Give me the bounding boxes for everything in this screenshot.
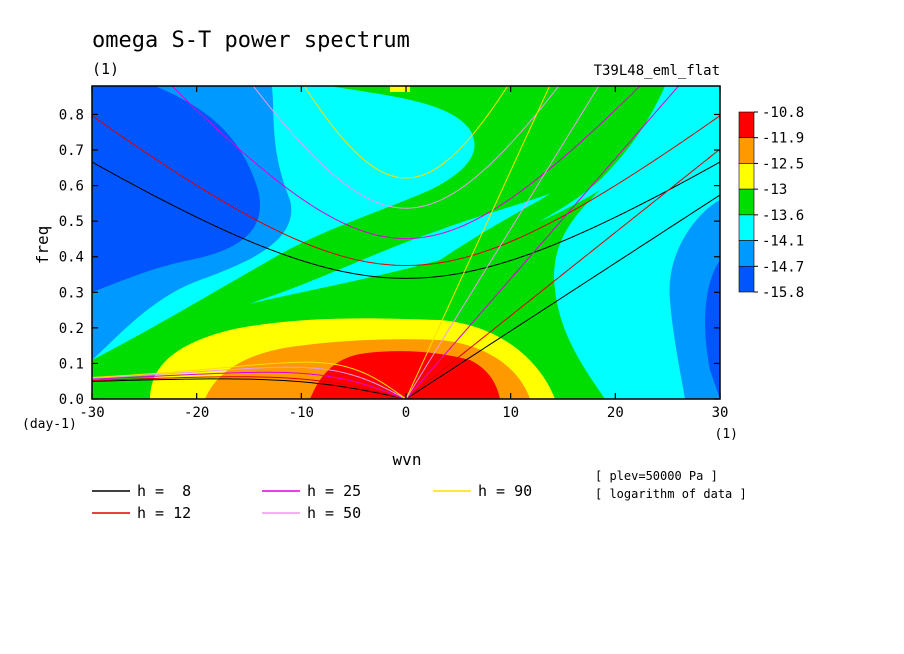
y-axis: 0.0 0.1 0.2 0.3 0.4 0.5 0.6 0.7 0.8 [59, 107, 720, 408]
y-tick-label: 0.1 [59, 356, 84, 372]
y-tick-label: 0.2 [59, 321, 84, 337]
colorbar-label: -14.1 [762, 234, 804, 250]
legend-label: h = 25 [307, 482, 361, 500]
x-unit-label: (1) [715, 427, 738, 442]
x-tick-label: 10 [502, 405, 519, 421]
x-tick-label: -30 [79, 405, 104, 421]
y-axis-label: freq [33, 226, 52, 265]
band-15-8-right [705, 260, 720, 399]
kelvin-curve [405, 86, 600, 399]
colorbar-swatch [738, 214, 755, 241]
colorbar-swatch [738, 265, 755, 293]
colorbar-swatch [738, 163, 755, 190]
band-13-6-ext [440, 86, 665, 260]
colorbar-label: -10.8 [762, 105, 804, 121]
colorbar-label: -14.7 [762, 259, 804, 275]
x-tick-label: -20 [184, 405, 209, 421]
colorbar-label: -13 [762, 182, 787, 198]
band-15-8-left [92, 86, 261, 292]
x-tick-label: 0 [402, 405, 410, 421]
colorbar-swatch [738, 188, 755, 216]
rossby-curve [92, 371, 407, 399]
x-tick-label: -10 [289, 405, 314, 421]
gravity-curve [92, 161, 720, 279]
y-unit-label: (day-1) [22, 417, 77, 432]
y-tick-label: 0.3 [59, 285, 84, 301]
y-tick-label: 0.0 [59, 392, 84, 408]
rossby-curve [92, 366, 407, 399]
colorbar: -10.8 -11.9 -12.5 -13 -13.6 -14.1 -14.7 -15.8 [738, 105, 804, 301]
legend-label: h = 90 [478, 482, 532, 500]
colorbar-swatch [738, 240, 755, 267]
y-tick-label: 0.4 [59, 250, 84, 266]
rossby-curve [92, 378, 407, 399]
kelvin-curve [405, 86, 551, 399]
colorbar-swatch [738, 137, 755, 164]
y-tick-label: 0.8 [59, 107, 84, 123]
gravity-curve [171, 86, 641, 240]
chart-title: omega S-T power spectrum [92, 28, 410, 53]
annotation-plev: [ plev=50000 Pa ] [595, 469, 718, 483]
gravity-curve [92, 115, 720, 266]
contour-field [92, 86, 720, 399]
rossby-curve [92, 376, 407, 399]
colorbar-label: -15.8 [762, 285, 804, 301]
subtitle-right: T39L48_eml_flat [594, 63, 720, 79]
gravity-curve [252, 86, 560, 209]
x-tick-label: 20 [607, 405, 624, 421]
colorbar-label: -12.5 [762, 156, 804, 172]
x-axis-label: wvn [393, 450, 422, 469]
legend-label: h = 50 [307, 504, 361, 522]
y-tick-label: 0.7 [59, 143, 84, 159]
legend-label: h = 8 [137, 482, 191, 500]
kelvin-curve [405, 194, 720, 399]
gravity-curve [303, 86, 509, 179]
kelvin-curve [405, 86, 680, 399]
band-13-6-main [92, 86, 650, 399]
x-axis: -30 -20 -10 0 10 20 30 [79, 86, 728, 421]
legend-label: h = 12 [137, 504, 191, 522]
y-tick-label: 0.6 [59, 179, 84, 195]
kelvin-curve [405, 148, 720, 399]
colorbar-swatch [738, 111, 755, 139]
dispersion-curves [92, 86, 720, 399]
y-tick-label: 0.5 [59, 214, 84, 230]
rossby-curve [92, 361, 407, 399]
annotation-log: [ logarithm of data ] [595, 487, 747, 501]
band-13-top [390, 86, 410, 92]
colorbar-label: -13.6 [762, 208, 804, 224]
legend: h = 8 h = 12 h = 25 h = 50 h = 90 [92, 482, 532, 522]
subtitle-left: (1) [92, 60, 119, 78]
colorbar-label: -11.9 [762, 131, 804, 147]
x-tick-label: 30 [712, 405, 729, 421]
